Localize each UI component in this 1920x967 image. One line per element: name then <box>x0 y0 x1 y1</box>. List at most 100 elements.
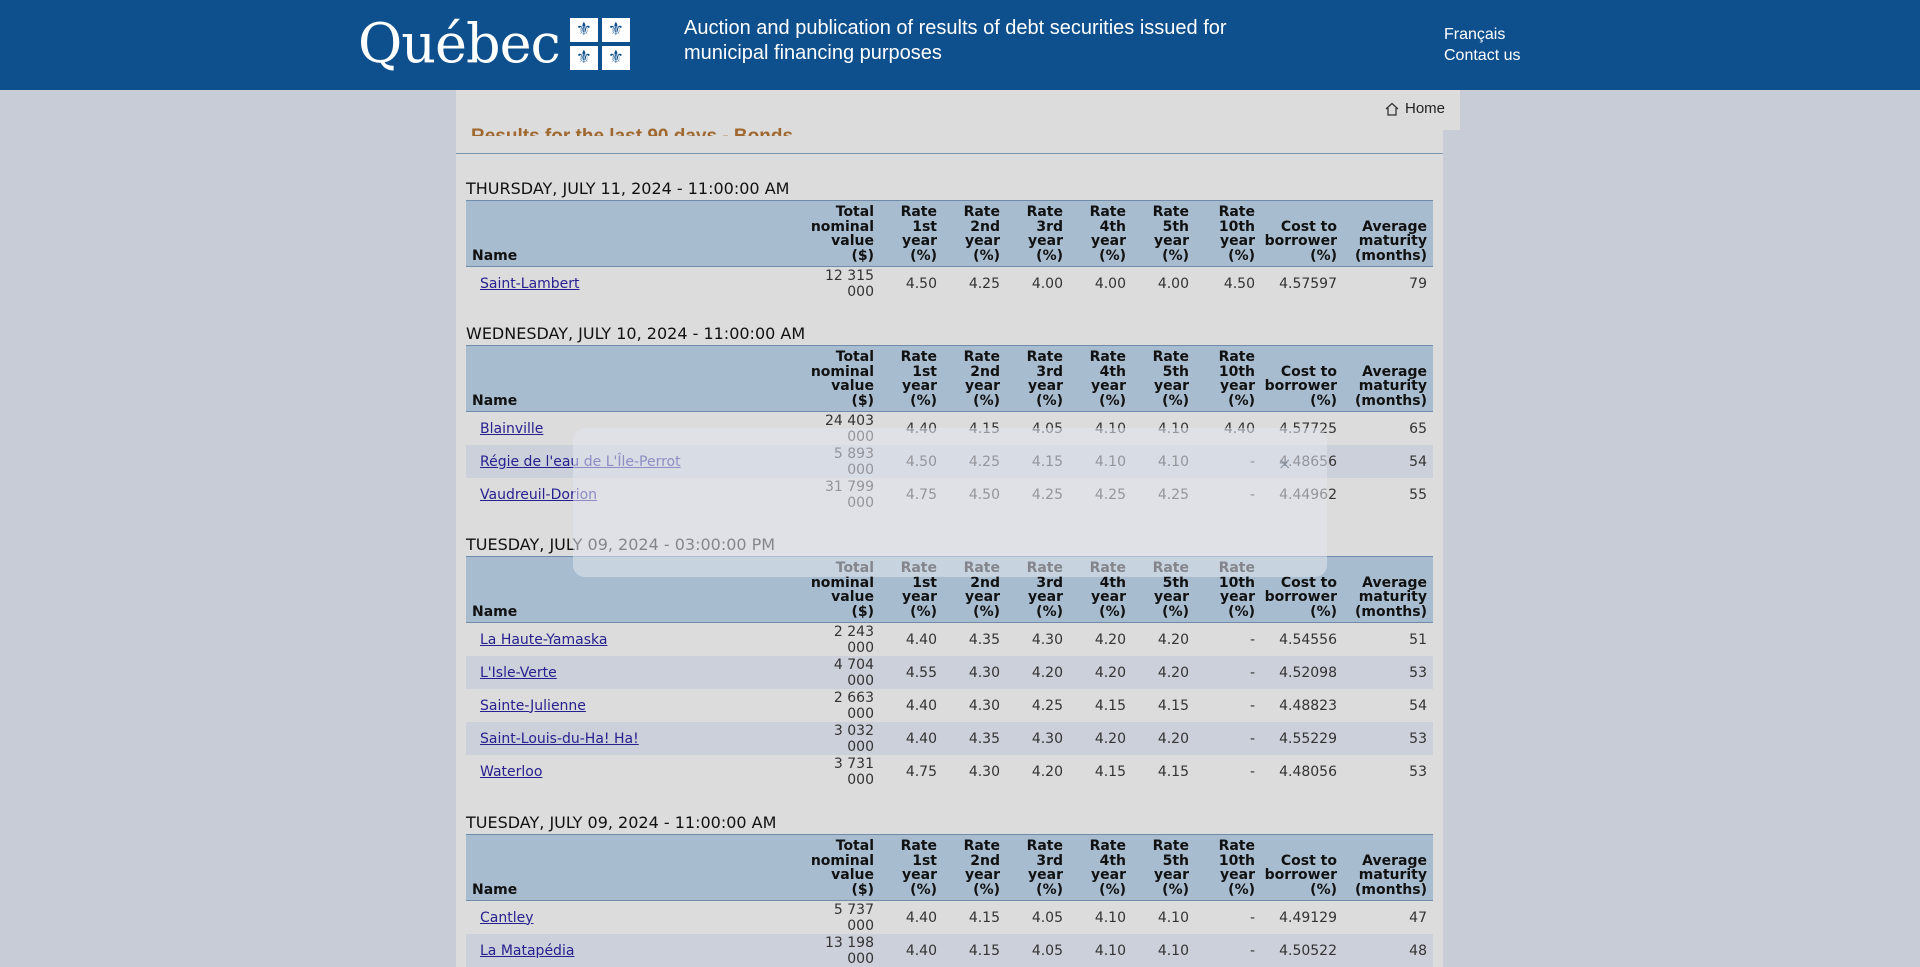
auction-date: WEDNESDAY, JULY 10, 2024 - 11:00:00 AM <box>466 324 806 343</box>
fleur-de-lis-icon: ⚜ <box>569 18 598 42</box>
table-cell: 4.30 <box>943 656 1006 689</box>
table-cell: 4.10 <box>1132 900 1195 934</box>
contact-us-link[interactable]: Contact us <box>1444 47 1521 64</box>
table-cell: 4.15 <box>943 900 1006 934</box>
municipality-link[interactable]: Saint-Lambert <box>480 275 580 292</box>
page-title: Results for the last 90 days - Bonds <box>471 116 793 136</box>
municipality-cell: Sainte-Julienne <box>466 689 806 722</box>
table-row: La Haute-Yamaska 2 243 000 4.40 4.35 4.30 4.2… <box>466 622 1433 656</box>
municipality-link[interactable]: Cantley <box>480 909 534 926</box>
fleur-de-lis-flag-icon: ⚜ ⚜ ⚜ ⚜ <box>569 18 630 70</box>
table-cell: 2 663 000 <box>806 689 880 722</box>
table-cell: 4.20 <box>1069 656 1132 689</box>
table-cell: 4.40 <box>880 722 943 755</box>
site-header: Québec ⚜ ⚜ ⚜ ⚜ Auction and publication o… <box>0 0 1920 90</box>
table-cell: 4.75 <box>880 755 943 788</box>
home-link[interactable]: Home <box>1384 100 1445 117</box>
municipality-link[interactable]: La Matapédia <box>480 942 575 959</box>
table-cell: 4.05 <box>1006 900 1069 934</box>
table-cell: 54 <box>1343 445 1433 478</box>
site-title-line-2: municipal financing purposes <box>684 42 942 64</box>
table-cell: 4.35 <box>943 722 1006 755</box>
municipality-cell: Saint-Lambert <box>466 266 806 300</box>
table-cell: 48 <box>1343 934 1433 967</box>
table-cell: - <box>1195 934 1261 967</box>
site-title: Auction and publication of results of de… <box>684 16 1304 66</box>
fleur-de-lis-icon: ⚜ <box>569 46 598 70</box>
logo-wordmark: Québec <box>358 12 561 75</box>
municipality-link[interactable]: Saint-Louis-du-Ha! Ha! <box>480 730 639 747</box>
municipality-link[interactable]: La Haute-Yamaska <box>480 631 608 648</box>
municipality-cell: L'Isle-Verte <box>466 656 806 689</box>
table-cell: 65 <box>1343 411 1433 445</box>
table-cell: 4.20 <box>1006 656 1069 689</box>
column-header: Name <box>466 834 806 901</box>
table-cell: 51 <box>1343 622 1433 656</box>
table-cell: 4 704 000 <box>806 656 880 689</box>
table-cell: 4.54556 <box>1261 622 1343 656</box>
table-cell: 4.20 <box>1006 755 1069 788</box>
table-cell: 53 <box>1343 722 1433 755</box>
municipality-link[interactable]: Blainville <box>480 420 544 437</box>
municipality-link[interactable]: L'Isle-Verte <box>480 664 557 681</box>
table-cell: - <box>1195 900 1261 934</box>
table-cell: 54 <box>1343 689 1433 722</box>
column-header: Average maturity (months) <box>1343 345 1433 412</box>
column-header: Name <box>466 200 806 267</box>
municipality-cell: La Matapédia <box>466 934 806 967</box>
home-icon <box>1385 102 1399 116</box>
municipality-link[interactable]: Waterloo <box>480 763 543 780</box>
table-cell: 5 737 000 <box>806 900 880 934</box>
municipality-link[interactable]: Vaudreuil-Dorion <box>480 486 598 503</box>
table-cell: 3 032 000 <box>806 722 880 755</box>
table-row: Cantley 5 737 000 4.40 4.15 4.05 4.10 4.10-4.4… <box>466 900 1433 934</box>
table-cell: 4.50 <box>1195 266 1261 300</box>
table-cell: 4.15 <box>943 934 1006 967</box>
table-cell: 4.15 <box>1132 755 1195 788</box>
table-row: L'Isle-Verte 4 704 000 4.55 4.30 4.20 4.20 4.2… <box>466 656 1433 689</box>
table-cell: 4.20 <box>1069 722 1132 755</box>
table-cell: 4.50 <box>880 266 943 300</box>
table-cell: 4.15 <box>1069 689 1132 722</box>
table-cell: 4.25 <box>1006 689 1069 722</box>
header-links: Français Contact us <box>1444 24 1520 66</box>
table-cell: 4.30 <box>1006 622 1069 656</box>
municipality-link[interactable]: Sainte-Julienne <box>480 697 586 714</box>
table-cell: 4.20 <box>1132 722 1195 755</box>
close-icon[interactable]: × <box>1278 454 1292 473</box>
francais-link[interactable]: Français <box>1444 26 1506 43</box>
table-cell: 4.05 <box>1006 934 1069 967</box>
table-cell: 4.20 <box>1132 622 1195 656</box>
table-cell: 4.00 <box>1006 266 1069 300</box>
table-cell: 4.49129 <box>1261 900 1343 934</box>
table-cell: 4.40 <box>880 900 943 934</box>
auction-block: THURSDAY, JULY 11, 2024 - 11:00:00 AM Nam… <box>466 178 1433 300</box>
table-cell: - <box>1195 755 1261 788</box>
table-cell: 12 315 000 <box>806 266 880 300</box>
table-cell: 4.40 <box>880 934 943 967</box>
table-cell: 4.20 <box>1069 622 1132 656</box>
auction-block: TUESDAY, JULY 09, 2024 - 11:00:00 AM Name… <box>466 812 1433 967</box>
site-title-line-1: Auction and publication of results of de… <box>684 17 1227 39</box>
auction-block: TUESDAY, JULY 09, 2024 - 03:00:00 PMName… <box>466 534 1433 788</box>
quebec-logo[interactable]: Québec ⚜ ⚜ ⚜ ⚜ <box>358 14 630 74</box>
table-cell: 53 <box>1343 755 1433 788</box>
auction-date: THURSDAY, JULY 11, 2024 - 11:00:00 AM <box>466 179 790 198</box>
table-cell: 4.40 <box>880 622 943 656</box>
table-cell: 4.30 <box>1006 722 1069 755</box>
